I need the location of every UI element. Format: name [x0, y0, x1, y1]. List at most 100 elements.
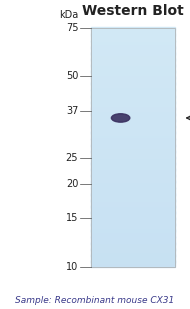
Bar [91, 205, 175, 207]
Bar [91, 134, 175, 136]
Bar [91, 41, 175, 43]
Bar [91, 218, 175, 220]
Bar [91, 138, 175, 140]
Bar [91, 69, 175, 70]
Bar [91, 79, 175, 81]
Bar [91, 244, 175, 246]
Bar [91, 63, 175, 65]
Bar [91, 215, 175, 216]
Bar [91, 176, 175, 178]
Bar [91, 43, 175, 44]
Bar [91, 186, 175, 188]
Bar [91, 36, 175, 38]
Bar [91, 142, 175, 143]
Bar [91, 74, 175, 75]
Bar [91, 239, 175, 240]
Bar [91, 233, 175, 234]
Bar [91, 167, 175, 169]
Text: 25: 25 [66, 153, 78, 163]
Bar [91, 149, 175, 151]
Bar [91, 136, 175, 138]
Bar [91, 100, 175, 102]
Bar [91, 137, 175, 139]
Bar [91, 141, 175, 142]
Bar [91, 211, 175, 213]
Bar [91, 264, 175, 265]
Bar [91, 225, 175, 227]
Bar [91, 144, 175, 146]
Bar [91, 139, 175, 141]
Bar [91, 143, 175, 145]
Bar [91, 246, 175, 248]
Bar [91, 65, 175, 67]
Bar [91, 119, 175, 121]
Bar [91, 109, 175, 111]
Bar [91, 61, 175, 63]
Bar [91, 166, 175, 167]
Bar [91, 56, 175, 57]
Bar [91, 87, 175, 88]
Text: 15: 15 [66, 214, 78, 223]
Bar [91, 171, 175, 173]
Bar [91, 50, 175, 51]
Bar [91, 114, 175, 116]
Bar [91, 159, 175, 160]
Bar [91, 187, 175, 189]
Bar [91, 222, 175, 223]
Bar [91, 76, 175, 78]
Bar [91, 120, 175, 122]
Bar [91, 94, 175, 96]
Bar [91, 175, 175, 177]
Text: kDa: kDa [59, 10, 78, 20]
Bar [91, 154, 175, 155]
Bar [91, 201, 175, 203]
Bar [91, 39, 175, 41]
Bar [91, 162, 175, 164]
Bar [91, 188, 175, 190]
Bar [91, 207, 175, 209]
Bar [91, 178, 175, 179]
Bar [91, 112, 175, 114]
Bar [91, 101, 175, 103]
Bar [91, 248, 175, 250]
Bar [91, 102, 175, 104]
Bar [91, 45, 175, 47]
Text: 50: 50 [66, 71, 78, 81]
Bar [91, 118, 175, 120]
Bar [91, 194, 175, 196]
Bar [91, 230, 175, 232]
Bar [91, 27, 175, 29]
Bar [91, 52, 175, 54]
Bar [91, 91, 175, 93]
Bar [91, 229, 175, 231]
Bar [91, 58, 175, 60]
Bar [91, 131, 175, 133]
Bar [91, 77, 175, 79]
Bar [91, 217, 175, 219]
Bar [91, 236, 175, 238]
Bar [91, 203, 175, 205]
Bar [91, 152, 175, 154]
Bar [91, 105, 175, 106]
Bar [91, 57, 175, 59]
Bar [91, 98, 175, 99]
Bar [91, 156, 175, 158]
Bar [91, 249, 175, 251]
Bar [91, 221, 175, 222]
Text: 10: 10 [66, 261, 78, 272]
Bar [91, 89, 175, 91]
Bar [91, 228, 175, 230]
Bar [91, 28, 175, 267]
Bar [91, 197, 175, 198]
Bar [91, 235, 175, 237]
Bar [91, 113, 175, 115]
Bar [91, 121, 175, 123]
Bar [91, 206, 175, 208]
Bar [91, 192, 175, 194]
Bar [91, 150, 175, 152]
Bar [91, 75, 175, 77]
Bar [91, 191, 175, 193]
Bar [91, 216, 175, 218]
Bar [91, 116, 175, 118]
Bar [91, 32, 175, 33]
